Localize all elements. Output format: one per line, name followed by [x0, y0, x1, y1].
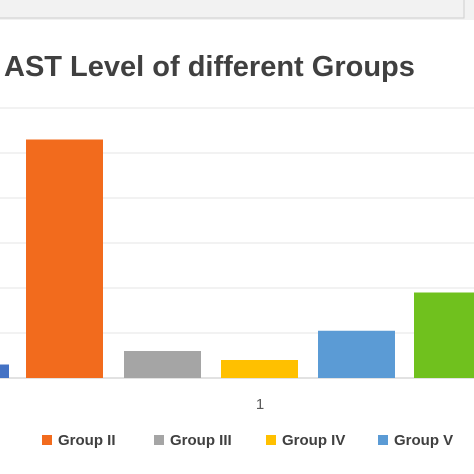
legend-label-group-ii: Group II: [58, 432, 116, 449]
x-tick-label: 1: [256, 396, 264, 413]
bar-group-vi: [414, 292, 474, 378]
legend-label-group-v: Group V: [394, 432, 453, 449]
bar-group-i: [0, 364, 9, 378]
legend-swatch-group-iii: [154, 435, 164, 445]
bar-group-iv: [221, 360, 298, 378]
legend-label-group-iv: Group IV: [282, 432, 345, 449]
gridlines: [0, 107, 474, 334]
bars: [0, 139, 474, 378]
bar-group-ii: [26, 139, 103, 378]
top-strip-box: [0, 0, 465, 19]
bar-group-v: [318, 330, 395, 378]
legend-label-group-iii: Group III: [170, 432, 232, 449]
top-strip: [0, 0, 474, 20]
legend-swatch-group-iv: [266, 435, 276, 445]
bar-group-iii: [124, 351, 201, 378]
legend-swatch-group-v: [378, 435, 388, 445]
chart-title: AST Level of different Groups: [4, 51, 415, 83]
legend-swatch-group-ii: [42, 435, 52, 445]
